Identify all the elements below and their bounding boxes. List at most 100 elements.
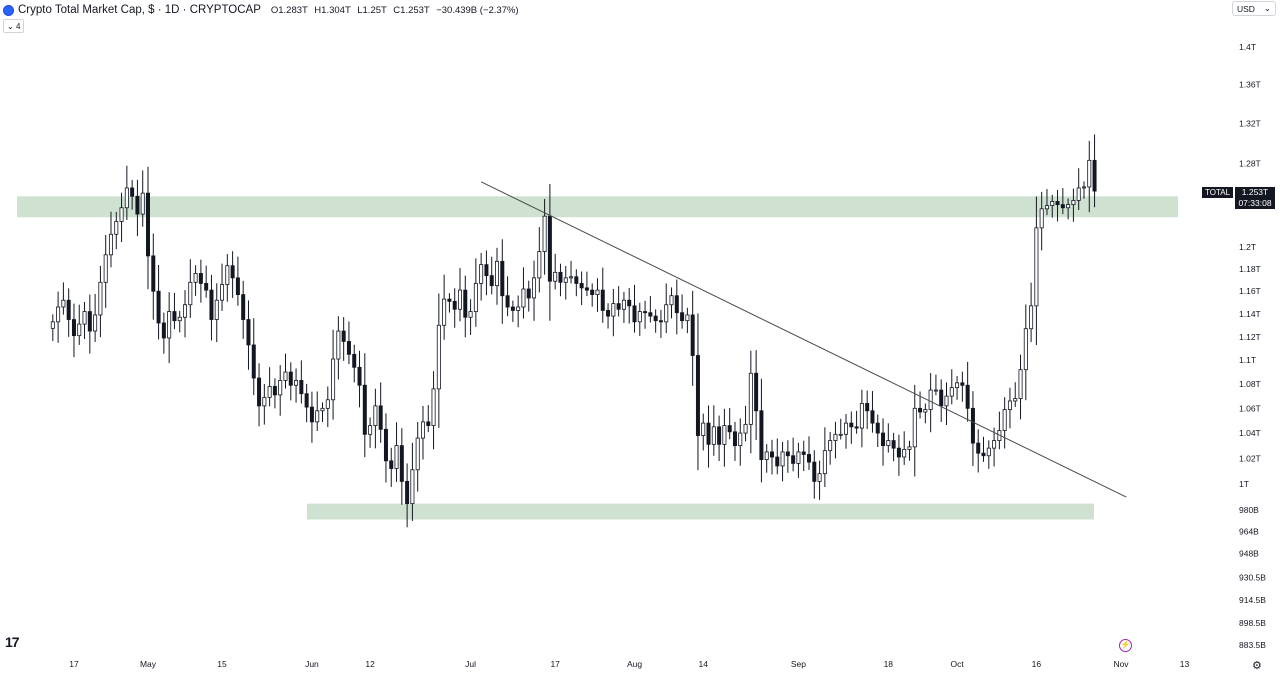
candle xyxy=(283,353,288,389)
candle-body xyxy=(606,310,611,317)
lightning-icon[interactable]: ⚡ xyxy=(1119,639,1132,652)
candle-body xyxy=(193,273,198,283)
candle xyxy=(584,271,589,297)
candle-body xyxy=(500,260,505,297)
candle xyxy=(241,280,246,339)
candle xyxy=(410,442,415,521)
candle xyxy=(738,418,743,466)
candle-body xyxy=(986,447,991,457)
resistance-zone xyxy=(17,196,1178,218)
candle-body xyxy=(66,299,71,320)
candle xyxy=(399,428,404,505)
time-axis[interactable]: 17 May 15 Jun 12 Jul 17 Aug 14 Sep 18 Oct 16 Nov 13 xyxy=(69,659,1189,669)
legend-bar: Crypto Total Market Cap, $ · 1D · CRYPTO… xyxy=(3,2,519,18)
candle-body xyxy=(272,386,277,396)
candle xyxy=(341,317,346,361)
candle-body xyxy=(410,469,415,505)
candle-body xyxy=(769,451,774,458)
time-tick-label: 13 xyxy=(1180,659,1190,669)
high-label: H xyxy=(314,4,322,16)
candle-body xyxy=(664,304,669,323)
candle xyxy=(235,256,240,306)
price-tick-label: 1.08T xyxy=(1239,379,1261,389)
candle-body xyxy=(283,371,288,381)
time-tick-label: Nov xyxy=(1113,659,1129,669)
candle xyxy=(405,463,410,528)
candle-body xyxy=(1029,305,1034,330)
candle xyxy=(167,292,172,364)
time-tick-label: 18 xyxy=(884,659,894,669)
candle-body xyxy=(468,311,473,318)
symbol-title[interactable]: Crypto Total Market Cap, $ · 1D · CRYPTO… xyxy=(18,4,261,16)
gear-icon[interactable]: ⚙ xyxy=(1252,660,1262,672)
candle xyxy=(807,436,812,471)
candle-body xyxy=(637,311,642,323)
candle-body xyxy=(743,423,748,434)
candle xyxy=(183,290,188,338)
close-label: C xyxy=(393,4,401,16)
candle xyxy=(230,251,235,298)
currency-select[interactable]: USD ⌄ xyxy=(1232,1,1276,16)
candle-body xyxy=(981,452,986,457)
candle xyxy=(865,390,870,430)
indicators-toggle-button[interactable]: ⌄ 4 xyxy=(3,19,25,33)
price-axis[interactable]: 883.5B 898.5B 914.5B 930.5B 948B 964B 980B 1T 1.… xyxy=(1239,42,1266,650)
candle-body xyxy=(426,421,431,426)
price-tick-label: 1.28T xyxy=(1239,158,1261,168)
candle-body xyxy=(1013,398,1018,402)
support-zone xyxy=(307,503,1094,520)
candle-body xyxy=(643,311,648,314)
candle-body xyxy=(817,473,822,482)
candle xyxy=(658,309,663,338)
candle xyxy=(262,384,267,425)
candle xyxy=(569,260,574,284)
price-tick-label: 1.14T xyxy=(1239,309,1261,319)
candle-body xyxy=(241,294,246,320)
price-tick-label: 1.1T xyxy=(1239,355,1256,365)
candle xyxy=(838,418,843,440)
candle-body xyxy=(151,255,156,292)
candle xyxy=(976,429,981,473)
candle xyxy=(590,283,595,307)
candle xyxy=(923,403,928,424)
candle xyxy=(727,407,732,440)
candle-body xyxy=(674,295,679,314)
candle-body xyxy=(902,448,907,458)
candle xyxy=(574,269,579,297)
candle-body xyxy=(124,187,129,209)
candle-body xyxy=(1050,201,1055,207)
candle-body xyxy=(1007,400,1012,410)
candle xyxy=(928,373,933,433)
candle xyxy=(468,299,473,335)
candle-body xyxy=(473,283,478,312)
candle xyxy=(87,294,92,354)
candle-body xyxy=(167,311,172,339)
candle-body xyxy=(140,192,145,215)
candle xyxy=(881,418,886,466)
candle xyxy=(172,292,177,330)
candle xyxy=(56,291,61,343)
candle xyxy=(1081,181,1086,199)
candle xyxy=(960,371,965,402)
candle xyxy=(854,410,859,434)
candle-body xyxy=(854,426,859,429)
candle xyxy=(743,405,748,442)
candle xyxy=(542,198,547,275)
candle-body xyxy=(288,371,293,386)
candle-body xyxy=(579,283,584,289)
candle-body xyxy=(785,451,790,457)
candle xyxy=(267,367,272,407)
ohlc-values: O1.283T H1.304T L1.25T C1.253T −30.439B … xyxy=(267,5,519,16)
tradingview-logo-icon[interactable]: 17 xyxy=(5,634,20,650)
candle xyxy=(669,287,674,319)
candle-body xyxy=(71,319,76,337)
price-tick-label: 883.5B xyxy=(1239,640,1266,650)
candle-body xyxy=(278,380,283,396)
candle-body xyxy=(775,456,780,467)
candle-body xyxy=(405,481,410,505)
candle xyxy=(558,263,563,297)
candle xyxy=(606,303,611,329)
time-tick-label: Jul xyxy=(465,659,476,669)
candle xyxy=(420,405,425,460)
